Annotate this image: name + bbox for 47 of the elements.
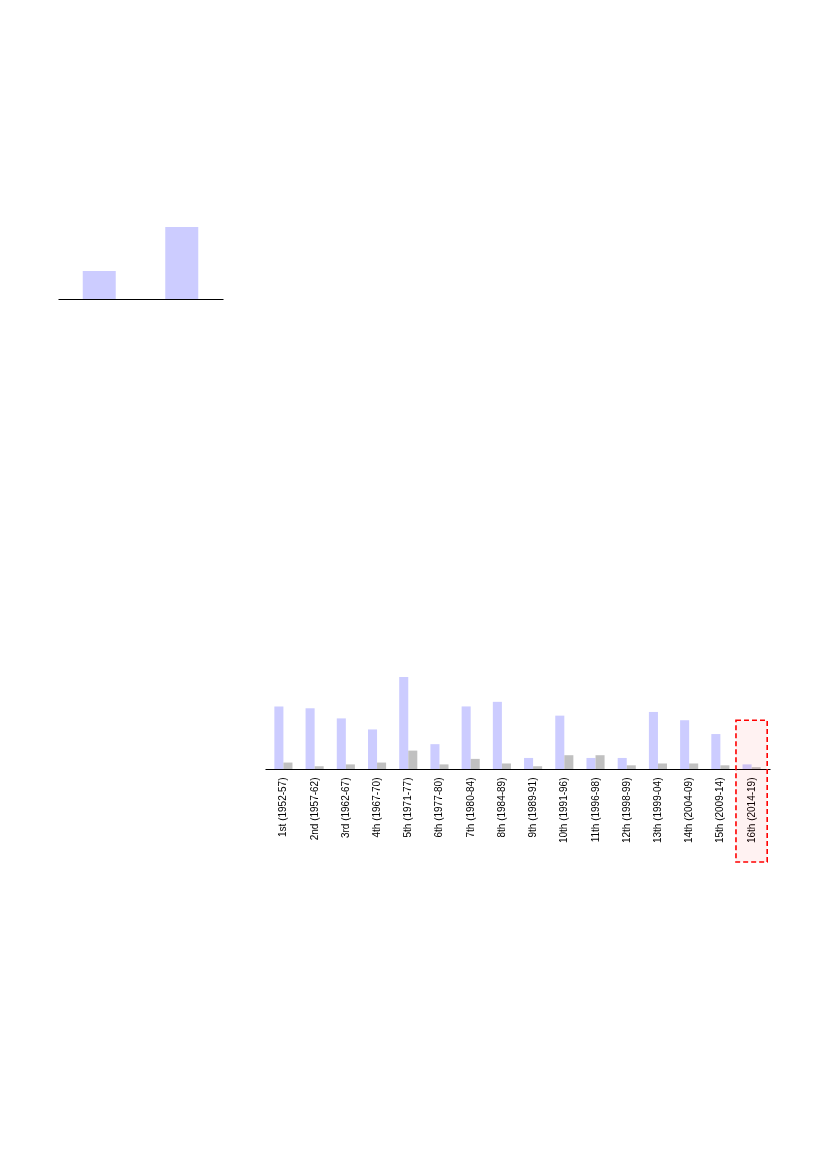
x-tick-label: 12th (1998-99) xyxy=(620,777,632,844)
bar xyxy=(617,757,627,769)
bar xyxy=(533,766,543,769)
bar xyxy=(711,734,721,769)
bar xyxy=(742,764,752,769)
x-tick-label: 11th (1996-98) xyxy=(589,777,601,843)
x-tick-label: 4th (1967-70) xyxy=(371,777,383,838)
bar xyxy=(626,765,636,769)
x-tick-label: 6th (1977-80) xyxy=(433,777,445,838)
bar xyxy=(595,755,605,769)
bar xyxy=(283,762,293,769)
bar xyxy=(564,755,574,769)
bar xyxy=(305,708,315,769)
x-tick-label: 15th (2009-14) xyxy=(714,777,726,844)
x-tick-label: 2nd (1957-62) xyxy=(308,777,320,841)
bar xyxy=(720,765,730,769)
bar xyxy=(399,677,409,769)
bar xyxy=(689,763,699,769)
bar xyxy=(470,758,480,769)
bar xyxy=(492,701,502,769)
bar xyxy=(336,718,346,769)
x-tick-label: 7th (1980-84) xyxy=(464,777,476,838)
bar xyxy=(430,744,440,769)
bar xyxy=(461,706,471,769)
bar xyxy=(680,720,690,769)
x-tick-label: 16th (2014-19) xyxy=(745,777,757,844)
bar xyxy=(657,763,667,769)
x-tick-label: 8th (1984-89) xyxy=(495,777,507,838)
bar xyxy=(439,764,449,769)
bar xyxy=(555,715,565,769)
bar xyxy=(274,706,284,769)
x-tick-label: 9th (1989-91) xyxy=(527,777,539,838)
x-tick-label: 10th (1991-96) xyxy=(558,777,570,844)
x-tick-label: 5th (1971-77) xyxy=(402,777,414,838)
x-tick-label: 1st (1952-57) xyxy=(277,777,289,837)
bar xyxy=(408,750,418,769)
bar xyxy=(345,764,355,769)
x-tick-label: 13th (1999-04) xyxy=(651,777,663,844)
bar xyxy=(368,729,378,769)
bar xyxy=(314,766,324,769)
bar xyxy=(524,757,534,769)
bar xyxy=(501,763,511,769)
bar xyxy=(648,711,658,769)
bar xyxy=(377,762,387,769)
x-tick-label: 14th (2004-09) xyxy=(683,777,695,844)
bar xyxy=(586,757,596,769)
x-tick-label: 3rd (1962-67) xyxy=(339,777,351,839)
